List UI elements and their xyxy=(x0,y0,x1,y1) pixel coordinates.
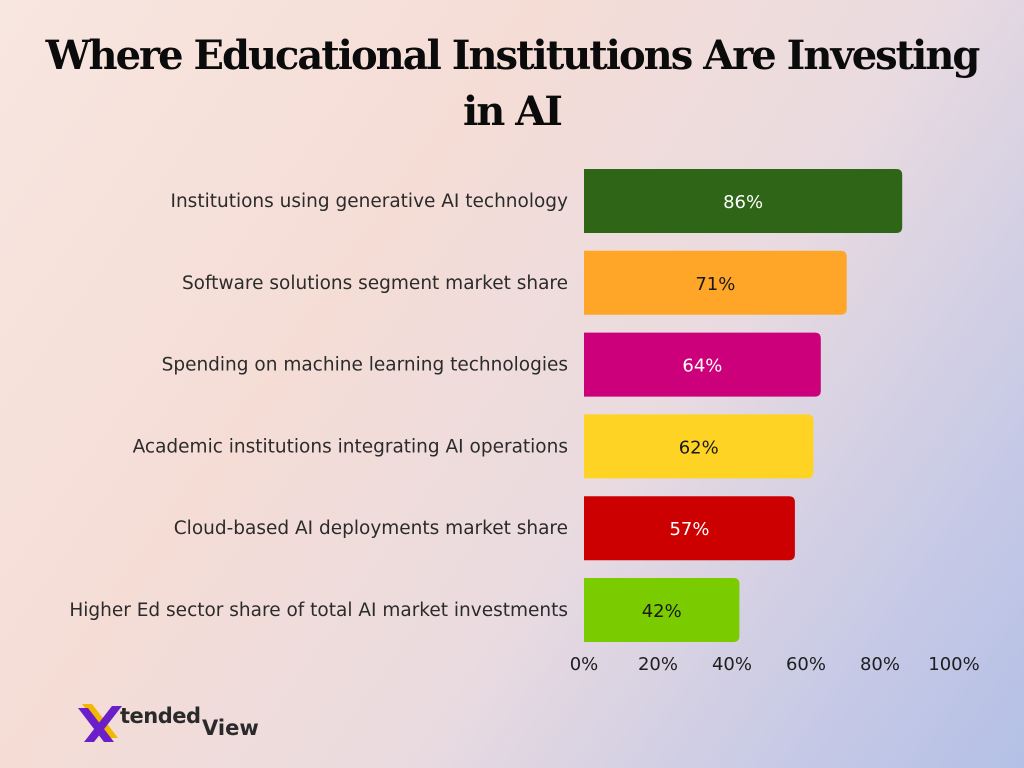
logo-text-tended: tended xyxy=(120,704,201,728)
category-label-6: Higher Ed sector share of total AI marke… xyxy=(69,600,568,621)
bar-6 xyxy=(584,578,740,642)
logo-x-stroke-purple-a xyxy=(78,708,114,742)
bar-value-label-6: 42% xyxy=(642,601,682,622)
category-label-2: Software solutions segment market share xyxy=(182,273,568,294)
bar-1 xyxy=(584,169,903,233)
x-tick-label-80: 80% xyxy=(860,654,900,675)
category-label-3: Spending on machine learning technologie… xyxy=(162,355,568,376)
bar-3 xyxy=(584,332,821,397)
logo-x-mark xyxy=(78,704,122,742)
chart-title: Where Educational Institutions Are Inves… xyxy=(45,32,981,135)
logo-x-stroke-purple-b xyxy=(84,706,122,742)
x-tick-label-20: 20% xyxy=(638,654,678,675)
bar-value-label-3: 64% xyxy=(682,356,722,377)
bar-value-label-4: 62% xyxy=(679,437,719,458)
x-tick-label-60: 60% xyxy=(786,654,826,675)
bar-2 xyxy=(584,250,847,315)
bar-value-label-5: 57% xyxy=(669,519,709,540)
category-label-1: Institutions using generative AI technol… xyxy=(171,191,569,212)
category-label-5: Cloud-based AI deployments market share xyxy=(174,518,568,539)
category-label-4: Academic institutions integrating AI ope… xyxy=(133,436,568,457)
x-tick-label-100: 100% xyxy=(928,654,979,675)
x-tick-label-0: 0% xyxy=(570,654,599,675)
bar-4 xyxy=(584,414,814,479)
bar-value-label-2: 71% xyxy=(695,274,735,295)
bar-5 xyxy=(584,496,795,561)
bar-value-label-1: 86% xyxy=(723,192,763,213)
xtendedview-logo: tended View xyxy=(78,702,278,746)
x-tick-label-40: 40% xyxy=(712,654,752,675)
logo-text-view: View xyxy=(202,716,259,740)
